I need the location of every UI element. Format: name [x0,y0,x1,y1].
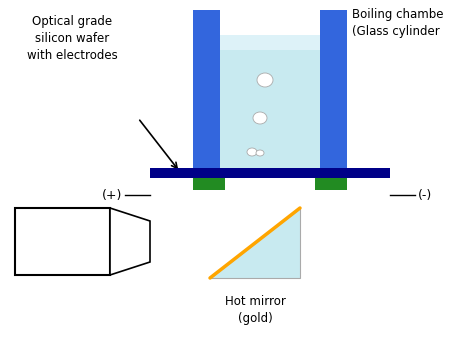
Ellipse shape [247,148,257,156]
Text: (+): (+) [102,188,122,201]
Text: IR
camera: IR camera [36,225,89,258]
Ellipse shape [256,150,264,156]
Bar [150,168,390,178]
Text: (-): (-) [418,188,432,201]
Bar [15,208,110,275]
Polygon shape [210,208,300,278]
Bar [193,35,347,168]
Ellipse shape [257,73,273,87]
Bar [193,10,220,168]
Bar [193,35,347,50]
Polygon shape [110,208,150,275]
Text: Boiling chambe
(Glass cylinder: Boiling chambe (Glass cylinder [352,8,444,38]
Ellipse shape [253,112,267,124]
Text: Hot mirror
(gold): Hot mirror (gold) [225,295,285,325]
Bar [320,10,347,168]
Text: Optical grade
silicon wafer
with electrodes: Optical grade silicon wafer with electro… [27,15,117,62]
Bar [193,178,225,190]
Bar [315,178,347,190]
